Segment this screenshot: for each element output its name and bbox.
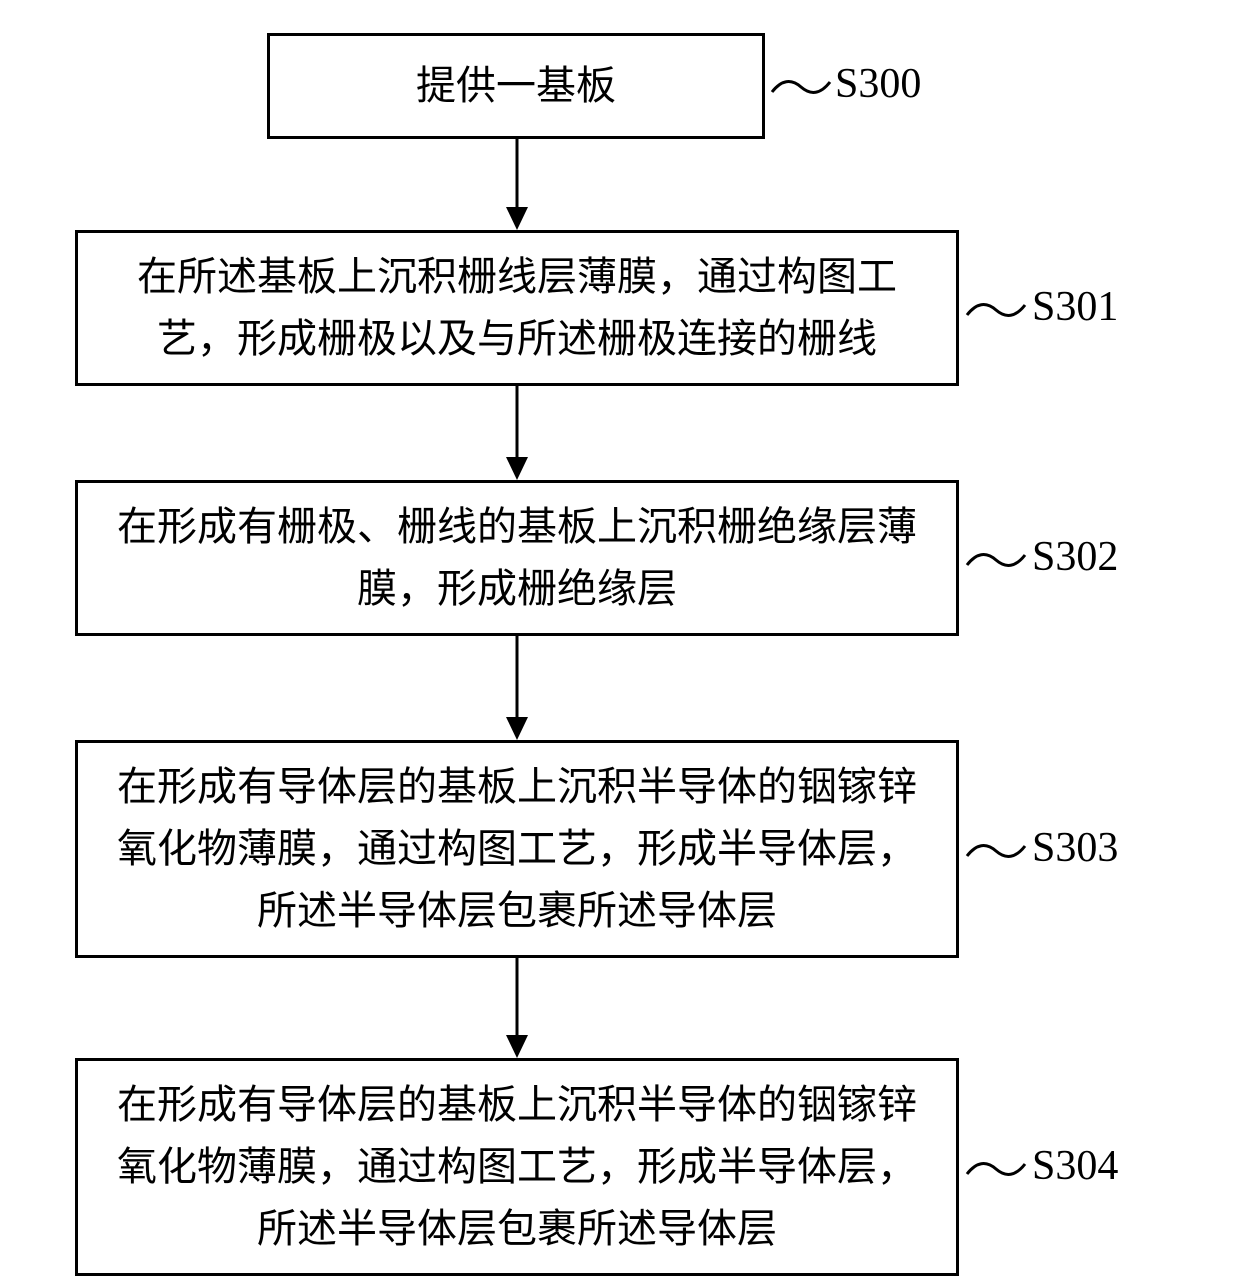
label-connector-tilde: [965, 545, 1027, 575]
flowchart-node: 提供一基板: [267, 33, 765, 139]
flowchart-node: 在形成有栅极、栅线的基板上沉积栅绝缘层薄膜，形成栅绝缘层: [75, 480, 959, 636]
flowchart-node: 在所述基板上沉积栅线层薄膜，通过构图工艺，形成栅极以及与所述栅极连接的栅线: [75, 230, 959, 386]
flowchart-arrow: [497, 958, 537, 1058]
label-connector-tilde: [965, 836, 1027, 866]
label-connector-tilde: [965, 295, 1027, 325]
flowchart-node: 在形成有导体层的基板上沉积半导体的铟镓锌氧化物薄膜，通过构图工艺，形成半导体层，…: [75, 740, 959, 958]
step-label: S301: [1032, 283, 1118, 331]
flowchart-arrow: [497, 636, 537, 740]
label-connector-tilde: [770, 72, 832, 102]
label-connector-tilde: [965, 1154, 1027, 1184]
node-text: 在形成有导体层的基板上沉积半导体的铟镓锌氧化物薄膜，通过构图工艺，形成半导体层，…: [98, 1074, 936, 1260]
node-text: 在形成有导体层的基板上沉积半导体的铟镓锌氧化物薄膜，通过构图工艺，形成半导体层，…: [98, 756, 936, 942]
node-text: 在形成有栅极、栅线的基板上沉积栅绝缘层薄膜，形成栅绝缘层: [98, 496, 936, 620]
step-label: S303: [1032, 824, 1118, 872]
node-text: 提供一基板: [290, 55, 742, 117]
step-label: S304: [1032, 1142, 1118, 1190]
flowchart-node: 在形成有导体层的基板上沉积半导体的铟镓锌氧化物薄膜，通过构图工艺，形成半导体层，…: [75, 1058, 959, 1276]
step-label: S300: [835, 60, 921, 108]
step-label: S302: [1032, 533, 1118, 581]
flowchart-canvas: 提供一基板 S300 在所述基板上沉积栅线层薄膜，通过构图工艺，形成栅极以及与所…: [0, 0, 1240, 1261]
node-text: 在所述基板上沉积栅线层薄膜，通过构图工艺，形成栅极以及与所述栅极连接的栅线: [98, 246, 936, 370]
flowchart-arrow: [497, 386, 537, 480]
flowchart-arrow: [497, 139, 537, 230]
